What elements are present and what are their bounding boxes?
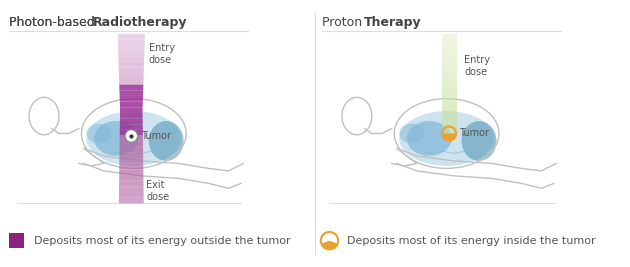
Polygon shape <box>442 104 457 109</box>
Polygon shape <box>442 44 457 49</box>
Polygon shape <box>118 34 145 40</box>
Polygon shape <box>119 158 143 164</box>
Polygon shape <box>442 49 457 54</box>
Text: Deposits most of its energy outside the tumor: Deposits most of its energy outside the … <box>34 236 290 246</box>
Polygon shape <box>442 128 457 134</box>
Polygon shape <box>442 74 457 79</box>
Text: Proton: Proton <box>322 16 366 29</box>
Polygon shape <box>119 169 144 175</box>
Polygon shape <box>442 84 457 89</box>
Polygon shape <box>120 119 143 124</box>
Polygon shape <box>442 109 457 113</box>
Wedge shape <box>322 241 337 249</box>
Polygon shape <box>118 51 144 56</box>
Text: Radiotherapy: Radiotherapy <box>93 16 187 29</box>
Polygon shape <box>119 198 144 203</box>
Text: Exit
dose: Exit dose <box>146 180 169 202</box>
Ellipse shape <box>149 121 184 161</box>
Text: Entry
dose: Entry dose <box>464 55 490 77</box>
Polygon shape <box>442 39 457 44</box>
Polygon shape <box>120 147 143 152</box>
Polygon shape <box>120 141 143 147</box>
Polygon shape <box>442 119 457 124</box>
Polygon shape <box>120 113 142 119</box>
Polygon shape <box>120 152 143 158</box>
Ellipse shape <box>399 124 424 143</box>
Polygon shape <box>119 85 144 90</box>
Polygon shape <box>119 192 144 198</box>
Bar <box>9 233 24 248</box>
Text: Tumor: Tumor <box>459 128 489 139</box>
Ellipse shape <box>407 121 452 156</box>
Text: Photon-based ​Radiotherapy: Photon-based ​Radiotherapy <box>9 16 183 29</box>
Polygon shape <box>442 59 457 64</box>
Polygon shape <box>120 124 143 130</box>
Polygon shape <box>442 34 457 39</box>
Polygon shape <box>118 45 145 51</box>
Ellipse shape <box>462 121 496 161</box>
Polygon shape <box>442 79 457 84</box>
Text: Therapy: Therapy <box>364 16 422 29</box>
Polygon shape <box>442 99 457 104</box>
Text: Photon-based: Photon-based <box>9 16 99 29</box>
Polygon shape <box>119 79 144 85</box>
Polygon shape <box>442 64 457 69</box>
Polygon shape <box>442 94 457 99</box>
Polygon shape <box>119 181 144 186</box>
Polygon shape <box>118 40 145 45</box>
Polygon shape <box>120 107 142 113</box>
Text: Tumor: Tumor <box>141 131 171 141</box>
Polygon shape <box>442 89 457 94</box>
Polygon shape <box>119 186 144 192</box>
Ellipse shape <box>399 111 494 166</box>
Polygon shape <box>119 175 144 181</box>
Polygon shape <box>118 56 144 62</box>
Text: Deposits most of its energy inside the tumor: Deposits most of its energy inside the t… <box>347 236 595 246</box>
Polygon shape <box>120 135 143 141</box>
Text: Entry
dose: Entry dose <box>149 43 175 65</box>
Circle shape <box>125 130 137 142</box>
Polygon shape <box>442 113 457 119</box>
Polygon shape <box>118 62 144 68</box>
Polygon shape <box>118 68 144 73</box>
Polygon shape <box>120 101 143 107</box>
Polygon shape <box>119 73 144 79</box>
Polygon shape <box>120 130 143 135</box>
Polygon shape <box>119 164 143 169</box>
Ellipse shape <box>94 121 139 156</box>
Polygon shape <box>120 96 143 101</box>
Wedge shape <box>443 134 455 140</box>
Text: Photon-based: Photon-based <box>9 16 99 29</box>
Polygon shape <box>442 69 457 74</box>
Polygon shape <box>442 54 457 59</box>
Ellipse shape <box>86 124 112 143</box>
Polygon shape <box>120 90 143 96</box>
Polygon shape <box>442 124 457 128</box>
Ellipse shape <box>86 111 181 166</box>
